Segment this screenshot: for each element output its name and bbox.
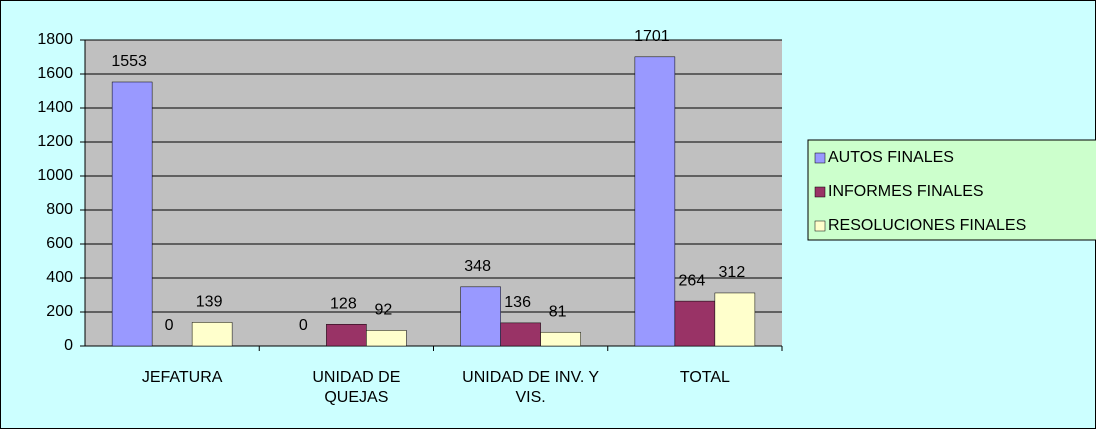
bar bbox=[326, 323, 367, 347]
data-label: 1701 bbox=[634, 28, 670, 45]
x-tick-label: UNIDAD DE INV. Y VIS. bbox=[462, 369, 600, 406]
data-label: 92 bbox=[374, 302, 392, 319]
data-label: 81 bbox=[549, 303, 567, 320]
data-label: 0 bbox=[165, 317, 174, 334]
legend-label: RESOLUCIONES FINALES bbox=[828, 217, 1026, 234]
y-tick-label: 1600 bbox=[37, 65, 73, 82]
y-tick-label: 1400 bbox=[37, 99, 73, 116]
data-label: 136 bbox=[504, 294, 531, 311]
bar bbox=[634, 56, 676, 347]
y-tick-label: 0 bbox=[64, 337, 73, 354]
y-tick-label: 200 bbox=[46, 303, 73, 320]
data-label: 1553 bbox=[111, 53, 147, 70]
bar bbox=[540, 331, 581, 347]
data-label: 348 bbox=[464, 258, 491, 275]
bar bbox=[460, 286, 501, 347]
legend-swatch bbox=[814, 152, 826, 164]
data-label: 312 bbox=[719, 264, 746, 281]
y-tick-label: 800 bbox=[46, 201, 73, 218]
x-tick-label: UNIDAD DE QUEJAS bbox=[312, 369, 401, 406]
legend-label: INFORMES FINALES bbox=[828, 183, 984, 200]
plot-area bbox=[85, 40, 782, 346]
bar bbox=[366, 330, 407, 347]
data-label: 128 bbox=[330, 295, 357, 312]
legend-label: AUTOS FINALES bbox=[828, 149, 954, 166]
data-label: 0 bbox=[299, 317, 308, 334]
x-tick-label: TOTAL bbox=[679, 369, 730, 386]
bar bbox=[714, 292, 756, 347]
data-label: 139 bbox=[196, 294, 223, 311]
y-tick-label: 1000 bbox=[37, 167, 73, 184]
data-label: 264 bbox=[679, 272, 706, 289]
bar bbox=[674, 300, 716, 347]
bar bbox=[191, 322, 233, 347]
x-tick-label: JEFATURA bbox=[141, 369, 223, 386]
y-tick-label: 600 bbox=[46, 235, 73, 252]
bar bbox=[500, 322, 541, 347]
legend-box bbox=[807, 139, 1096, 241]
legend-swatch bbox=[814, 186, 826, 198]
y-tick-label: 1200 bbox=[37, 133, 73, 150]
bar bbox=[111, 81, 153, 347]
legend-swatch bbox=[814, 220, 826, 232]
y-tick-label: 1800 bbox=[37, 31, 73, 48]
y-tick-label: 400 bbox=[46, 269, 73, 286]
